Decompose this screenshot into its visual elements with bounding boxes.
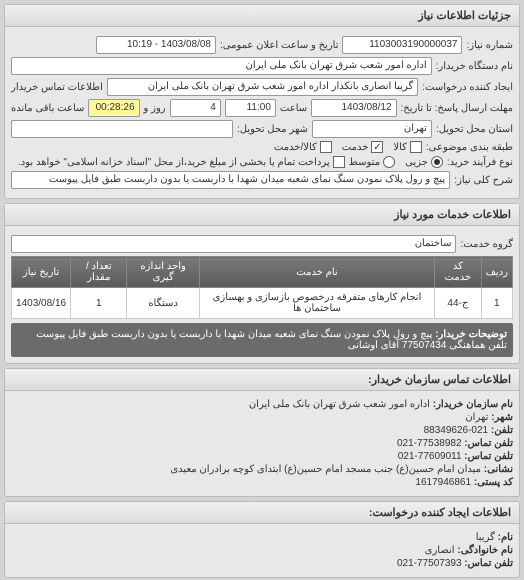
announce-date-label: تاریخ و ساعت اعلان عمومی: [220, 40, 339, 51]
goods-service-label: کالا/خدمت [274, 142, 317, 153]
requester-contact-panel: اطلاعات ایجاد کننده درخواست: نام: گریبا … [4, 501, 520, 578]
req-number-label: شماره نیاز: [466, 40, 513, 51]
p4-name-label: نام: [498, 532, 513, 543]
th-0: ردیف [481, 257, 512, 288]
td-5: 1403/08/16 [12, 288, 71, 319]
group-label: گروه خدمت: [460, 239, 513, 250]
th-5: تاریخ نیاز [12, 257, 71, 288]
process-label: نوع فرآیند خرید: [447, 157, 513, 168]
group-field: ساختمان [11, 235, 456, 253]
requester-label: ایجاد کننده درخواست: [422, 82, 513, 93]
td-1: ج-44 [435, 288, 481, 319]
req-number-field: 1103003190000037 [342, 36, 462, 54]
p4-tel: 77507393-021 [397, 558, 462, 569]
p3-city-label: شهر: [491, 412, 513, 423]
td-4: 1 [71, 288, 127, 319]
buyer-contact-panel: اطلاعات تماس سازمان خریدار: نام سازمان خ… [4, 368, 520, 497]
p4-tel-label: تلفن تماس: [464, 558, 513, 569]
p4-name: گریبا [476, 532, 495, 543]
notes-label: توضیحات خریدار: [435, 329, 507, 340]
process-note-check[interactable] [333, 156, 345, 168]
panel2-title: اطلاعات خدمات مورد نیاز [5, 204, 519, 226]
services-panel: اطلاعات خدمات مورد نیاز گروه خدمت: ساختم… [4, 203, 520, 364]
category-label: طبقه بندی موضوعی: [426, 142, 513, 153]
deadline-time-field: 11:00 [225, 99, 276, 117]
desc-label: شرح کلی نیاز: [454, 175, 513, 186]
th-3: واحد اندازه گیری [127, 257, 199, 288]
notes-box: توضیحات خریدار: پیچ و رول پلاک نمودن سنگ… [11, 323, 513, 357]
p3-fax-label: تلفن تماس: [464, 451, 513, 462]
p4-lname: انصاری [425, 545, 455, 556]
buyer-contact-label[interactable]: اطلاعات تماس خریدار [11, 82, 103, 93]
province-label: استان محل تحویل: [436, 124, 513, 135]
p3-org-label: نام سازمان خریدار: [433, 399, 513, 410]
buyer-org-field: اداره امور شعب شرق تهران بانک ملی ایران [11, 57, 432, 75]
th-2: نام خدمت [199, 257, 434, 288]
announce-date-field: 1403/08/08 - 10:19 [96, 36, 216, 54]
medium-radio[interactable] [383, 156, 395, 168]
days-label: روز و [144, 103, 166, 114]
services-table: ردیف کد خدمت نام خدمت واحد اندازه گیری ت… [11, 256, 513, 319]
p3-org: اداره امور شعب شرق تهران بانک ملی ایران [249, 399, 430, 410]
buyer-org-label: نام دستگاه خریدار: [436, 61, 513, 72]
p3-tel-label: تلفن: [491, 425, 513, 436]
panel3-title: اطلاعات تماس سازمان خریدار: [5, 369, 519, 391]
deadline-label: مهلت ارسال پاسخ: تا تاریخ: [401, 103, 513, 114]
th-1: کد خدمت [435, 257, 481, 288]
small-label: جزیی [405, 157, 428, 168]
desc-field: پیچ و رول پلاک نمودن سنگ نمای شعبه میدان… [11, 171, 450, 189]
p3-city: تهران [465, 412, 488, 423]
p3-telfax-label: تلفن تماس: [464, 438, 513, 449]
p3-addr: میدان امام حسین(ع) جنب مسجد امام حسین(ع)… [170, 464, 481, 475]
td-3: دستگاه [127, 288, 199, 319]
process-note: پرداخت تمام یا بخشی از مبلغ خرید،از محل … [18, 157, 330, 168]
small-radio[interactable] [431, 156, 443, 168]
td-2: انجام کارهای متفرقه درخصوص بازسازی و بهس… [199, 288, 434, 319]
p3-fax: 77609011-021 [398, 451, 462, 462]
p3-postal: 1617946861 [415, 477, 471, 488]
p4-lname-label: نام خانوادگی: [457, 545, 513, 556]
medium-label: متوسط [349, 157, 380, 168]
panel1-title: جزئیات اطلاعات نیاز [5, 5, 519, 27]
goods-label: کالا [393, 142, 407, 153]
service-check[interactable] [371, 141, 383, 153]
table-row: 1 ج-44 انجام کارهای متفرقه درخصوص بازساز… [12, 288, 513, 319]
category-checks: کالا خدمت کالا/خدمت [274, 141, 422, 153]
need-details-panel: جزئیات اطلاعات نیاز شماره نیاز: 11030031… [4, 4, 520, 199]
city-label: شهر محل تحویل: [237, 124, 308, 135]
remaining-field: 00:28:26 [88, 99, 139, 117]
panel4-title: اطلاعات ایجاد کننده درخواست: [5, 502, 519, 524]
requester-field: گریبا انصاری بانکدار اداره امور شعب شرق … [107, 78, 418, 96]
time-label-1: ساعت [280, 103, 307, 114]
service-label: خدمت [342, 142, 369, 153]
deadline-date-field: 1403/08/12 [311, 99, 396, 117]
city-field [11, 120, 233, 138]
goods-service-check[interactable] [320, 141, 332, 153]
process-radios: جزیی متوسط [349, 156, 443, 168]
province-field: تهران [312, 120, 432, 138]
p3-postal-label: کد پستی: [474, 477, 513, 488]
p3-tel: 021-88349626 [424, 425, 489, 436]
p3-addr-label: نشانی: [484, 464, 513, 475]
p3-telfax: 77538982-021 [397, 438, 462, 449]
td-0: 1 [481, 288, 512, 319]
remaining-label: ساعت باقی مانده [11, 103, 84, 114]
th-4: تعداد / مقدار [71, 257, 127, 288]
table-header-row: ردیف کد خدمت نام خدمت واحد اندازه گیری ت… [12, 257, 513, 288]
goods-check[interactable] [410, 141, 422, 153]
days-field: 4 [170, 99, 221, 117]
